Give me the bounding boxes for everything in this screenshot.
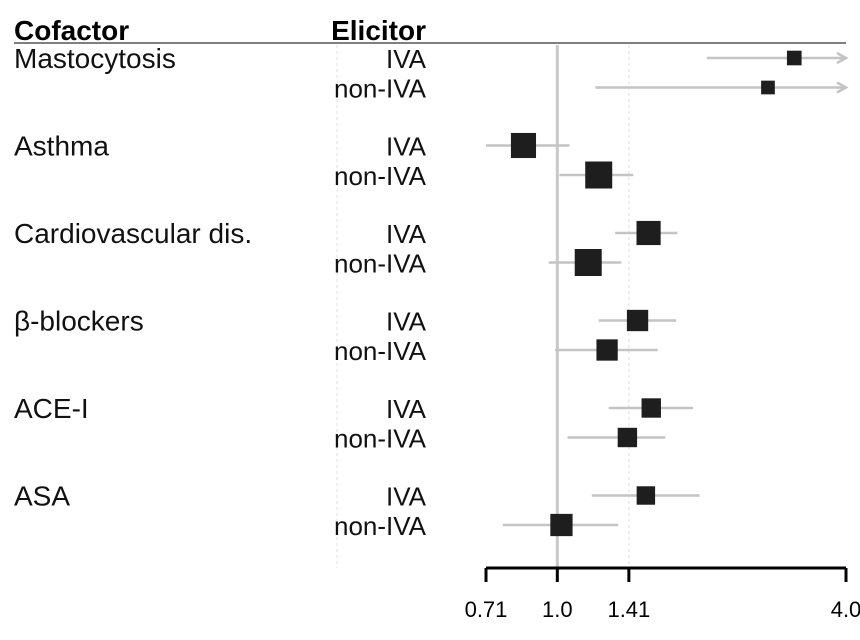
- x-tick-label: 4.0: [831, 597, 860, 622]
- x-tick-label: 1.41: [607, 597, 650, 622]
- cofactor-label: Asthma: [14, 131, 109, 162]
- cofactor-label: Cardiovascular dis.: [14, 218, 252, 249]
- point-estimate: [585, 161, 613, 189]
- truncation-arrow: [836, 81, 849, 94]
- point-estimate: [786, 50, 802, 66]
- cofactor-label: β-blockers: [14, 306, 144, 337]
- x-tick-label: 0.71: [465, 597, 508, 622]
- elicitor-header: Elicitor: [331, 15, 426, 46]
- point-estimate: [617, 427, 638, 448]
- elicitor-label: IVA: [386, 482, 427, 512]
- cofactor-label: ACE-I: [14, 393, 89, 424]
- elicitor-label: non-IVA: [334, 424, 427, 454]
- elicitor-label: non-IVA: [334, 511, 427, 541]
- point-estimate: [510, 132, 537, 159]
- elicitor-label: IVA: [386, 132, 427, 162]
- point-estimate: [761, 80, 775, 95]
- elicitor-label: IVA: [386, 219, 427, 249]
- point-estimate: [641, 398, 661, 418]
- point-estimate: [596, 339, 618, 361]
- elicitor-label: IVA: [386, 307, 427, 337]
- truncation-arrow: [836, 51, 849, 65]
- point-estimate: [626, 309, 649, 332]
- elicitor-label: non-IVA: [334, 74, 427, 104]
- point-estimate: [636, 220, 661, 246]
- elicitor-label: non-IVA: [334, 161, 427, 191]
- point-estimate: [550, 513, 573, 537]
- x-tick-label: 1.0: [542, 597, 573, 622]
- point-estimate: [574, 249, 602, 276]
- cofactor-header: Cofactor: [14, 15, 129, 46]
- point-estimate: [636, 486, 656, 505]
- elicitor-label: non-IVA: [334, 249, 427, 279]
- elicitor-label: non-IVA: [334, 336, 427, 366]
- elicitor-label: IVA: [386, 394, 427, 424]
- cofactor-label: Mastocytosis: [14, 43, 176, 74]
- cofactor-label: ASA: [14, 481, 70, 512]
- elicitor-label: IVA: [386, 44, 427, 74]
